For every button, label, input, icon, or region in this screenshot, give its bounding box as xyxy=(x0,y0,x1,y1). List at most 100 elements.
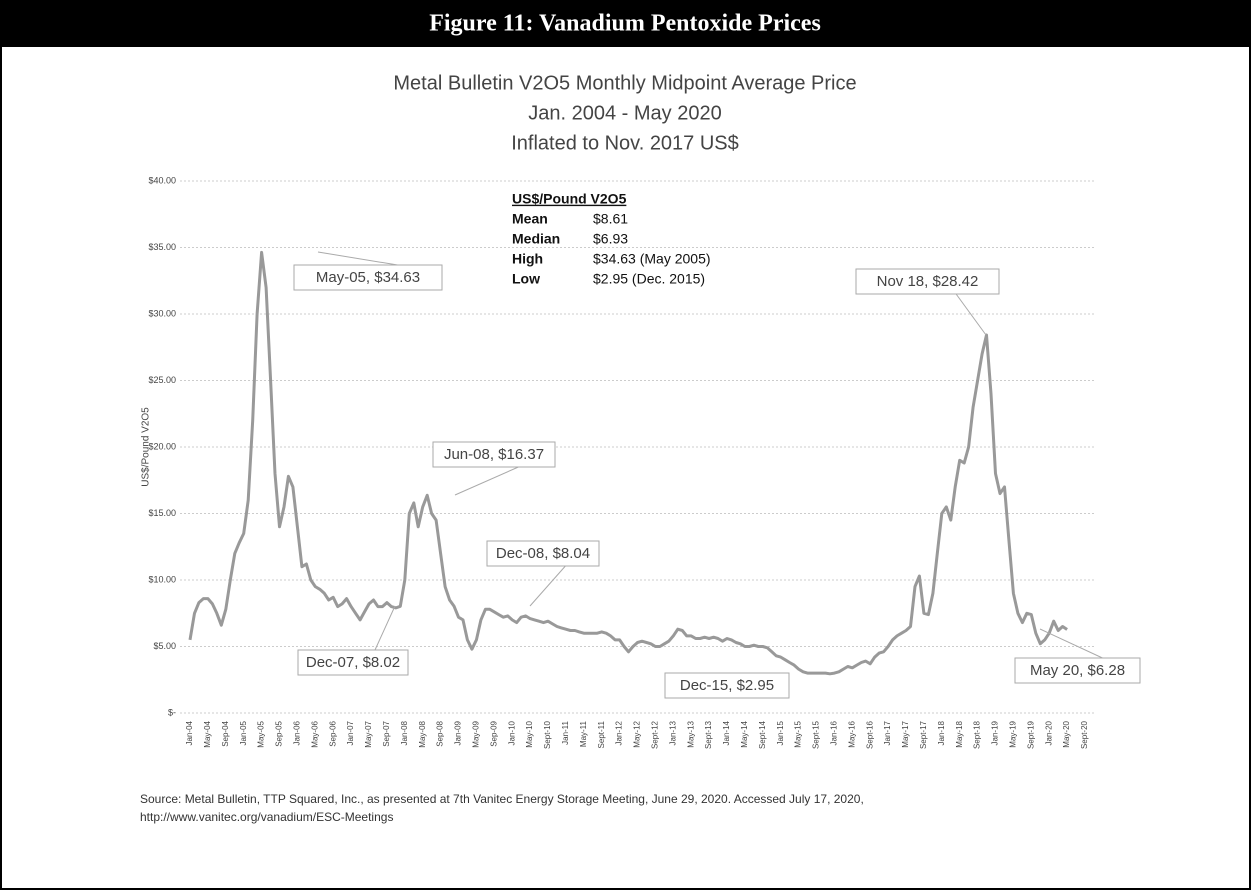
chart-title: Metal Bulletin V2O5 Monthly Midpoint Ave… xyxy=(393,72,856,94)
y-tick-label: $40.00 xyxy=(148,175,176,185)
x-tick-label: Sept-13 xyxy=(704,720,713,749)
y-tick-label: $15.00 xyxy=(148,508,176,518)
stats-title: US$/Pound V2O5 xyxy=(512,191,627,207)
y-axis-label: US$/Pound V2O5 xyxy=(141,407,152,487)
x-tick-label: Sep-08 xyxy=(436,720,445,746)
x-tick-label: Jan-08 xyxy=(400,720,409,745)
x-tick-label: Sept-17 xyxy=(919,720,928,749)
x-tick-label: Sept-18 xyxy=(973,720,982,749)
annotation-box xyxy=(432,441,556,468)
x-tick-label: May-13 xyxy=(686,720,695,747)
source: Source: Metal Bulletin, TTP Squared, Inc… xyxy=(140,792,864,806)
x-tick-label: Jan-04 xyxy=(185,720,194,745)
price-line xyxy=(188,250,1068,676)
x-tick-label: Jan-09 xyxy=(454,720,463,745)
stats-label: Mean xyxy=(512,211,548,227)
x-tick-label: Sep-04 xyxy=(221,720,230,746)
y-tick-label: $- xyxy=(168,707,176,717)
annotation-box xyxy=(486,540,600,567)
annotation: Nov 18, $28.42 xyxy=(877,273,979,290)
x-tick-label: Jan-18 xyxy=(937,720,946,745)
x-tick-label: May-11 xyxy=(579,720,588,747)
x-tick-label: Jan-14 xyxy=(722,720,731,745)
x-tick-label: Jan-20 xyxy=(1044,720,1053,745)
stats-value: $34.63 (May 2005) xyxy=(593,251,711,267)
x-tick-label: May-16 xyxy=(847,720,856,747)
annotation-box xyxy=(1014,657,1141,684)
x-tick-label: Jan-13 xyxy=(668,720,677,745)
stats-label: Median xyxy=(512,231,560,247)
x-tick-label: May-04 xyxy=(203,720,212,747)
y-tick-label: $35.00 xyxy=(148,242,176,252)
source: http://www.vanitec.org/vanadium/ESC-Meet… xyxy=(140,810,393,824)
annotation: Jun-08, $16.37 xyxy=(444,446,544,463)
x-tick-label: Sept-14 xyxy=(758,720,767,749)
x-tick-label: Jan-15 xyxy=(776,720,785,745)
chart-subtitle: Jan. 2004 - May 2020 xyxy=(528,102,721,124)
x-tick-label: Jan-07 xyxy=(346,720,355,745)
y-tick-label: $10.00 xyxy=(148,574,176,584)
x-tick-label: May-19 xyxy=(1009,720,1018,747)
annotation-box xyxy=(297,649,409,676)
x-tick-label: May-17 xyxy=(901,720,910,747)
x-tick-label: Jan-19 xyxy=(991,720,1000,745)
x-tick-label: Sep-07 xyxy=(382,720,391,746)
x-tick-label: Sept-16 xyxy=(865,720,874,749)
x-tick-label: May-20 xyxy=(1062,720,1071,747)
figure-title: Figure 11: Vanadium Pentoxide Prices xyxy=(429,11,821,37)
annotation: Dec-15, $2.95 xyxy=(680,677,774,694)
y-tick-label: $25.00 xyxy=(148,375,176,385)
annotation-box xyxy=(664,672,790,699)
x-tick-label: Jan-11 xyxy=(561,720,570,744)
x-tick-label: May-08 xyxy=(418,720,427,747)
x-tick-label: May-15 xyxy=(794,720,803,747)
annotation-leader xyxy=(317,251,398,266)
x-tick-label: Jan-10 xyxy=(507,720,516,745)
x-tick-label: Sep-05 xyxy=(275,720,284,746)
header-bar xyxy=(0,0,1251,47)
annotation-leader xyxy=(529,565,566,607)
y-tick-label: $20.00 xyxy=(148,441,176,451)
x-tick-label: Sept-12 xyxy=(651,720,660,749)
annotation: May-05, $34.63 xyxy=(316,269,420,286)
annotation-box xyxy=(855,268,1000,295)
x-tick-label: Sept-10 xyxy=(543,720,552,749)
x-tick-label: Sept-20 xyxy=(1080,720,1089,749)
x-tick-label: May-09 xyxy=(472,720,481,747)
x-tick-label: Sept-15 xyxy=(812,720,821,749)
x-tick-label: May-05 xyxy=(257,720,266,747)
x-tick-label: May-07 xyxy=(364,720,373,747)
x-tick-label: May-12 xyxy=(633,720,642,747)
stats-label: Low xyxy=(512,271,540,287)
annotation-leader xyxy=(374,605,396,651)
x-tick-label: May-06 xyxy=(310,720,319,747)
x-tick-label: May-14 xyxy=(740,720,749,747)
x-tick-label: Jan-16 xyxy=(830,720,839,745)
annotation-leader xyxy=(955,293,987,336)
x-tick-label: May-10 xyxy=(525,720,534,747)
annotation-leader xyxy=(1039,628,1103,659)
chart-subtitle: Inflated to Nov. 2017 US$ xyxy=(511,132,739,154)
x-tick-label: Sept-19 xyxy=(1026,720,1035,749)
y-tick-label: $5.00 xyxy=(153,641,176,651)
x-tick-label: Jan-05 xyxy=(239,720,248,745)
annotation: Dec-08, $8.04 xyxy=(496,545,590,562)
x-tick-label: Jan-12 xyxy=(615,720,624,745)
x-tick-label: Sep-09 xyxy=(489,720,498,746)
y-tick-label: $30.00 xyxy=(148,308,176,318)
stats-value: $2.95 (Dec. 2015) xyxy=(593,271,705,287)
x-tick-label: Sep-06 xyxy=(328,720,337,746)
annotation: May 20, $6.28 xyxy=(1030,662,1125,679)
x-tick-label: Jan-17 xyxy=(883,720,892,745)
x-tick-label: Sept-11 xyxy=(597,720,606,748)
stats-label: High xyxy=(512,251,543,267)
stats-value: $8.61 xyxy=(593,211,628,227)
annotation: Dec-07, $8.02 xyxy=(306,654,400,671)
x-tick-label: Jan-06 xyxy=(293,720,302,745)
annotation-box xyxy=(293,264,443,291)
annotation-leader xyxy=(454,466,519,496)
stats-box: US$/Pound V2O5 Mean $8.61 Median $6.93 High $… xyxy=(512,191,711,287)
x-tick-label: May-18 xyxy=(955,720,964,747)
